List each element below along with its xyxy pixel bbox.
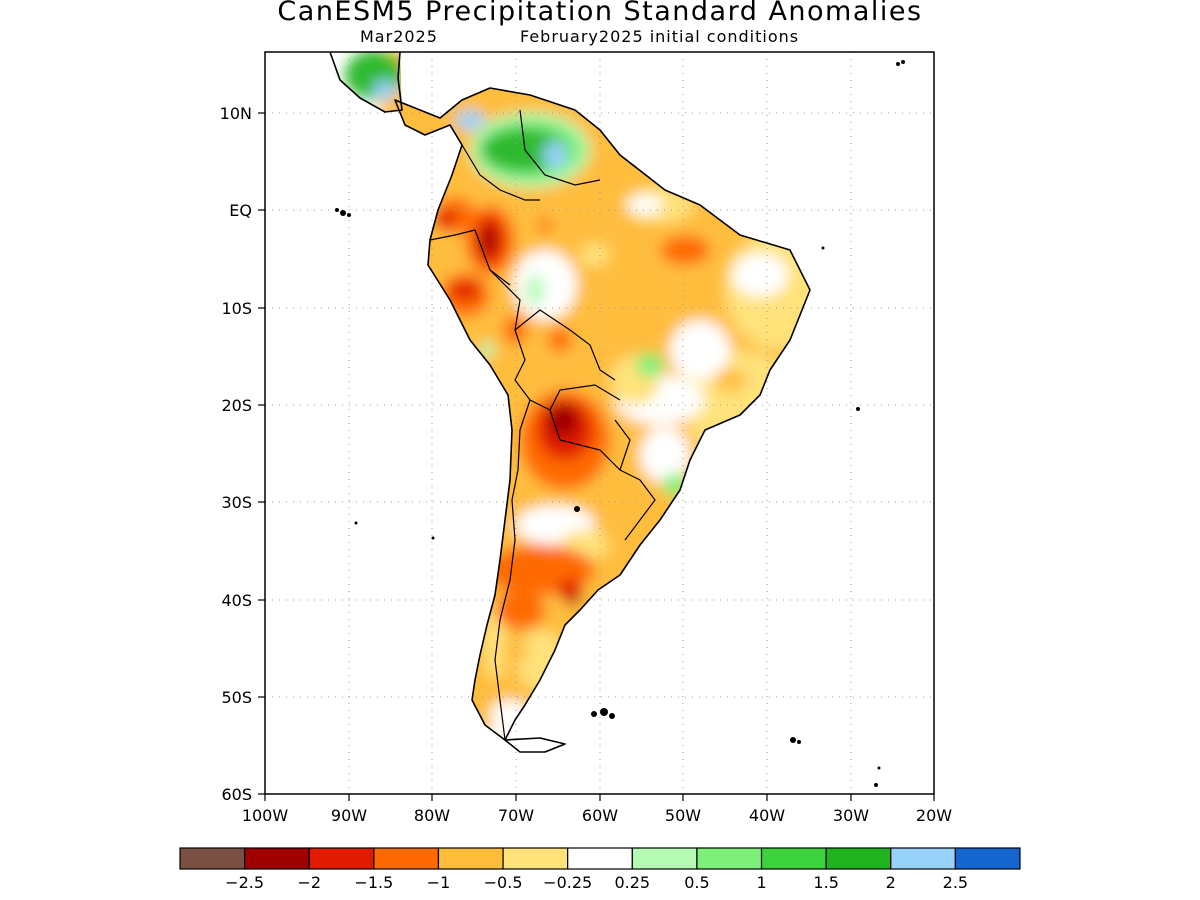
init-conditions-label: February2025 initial conditions bbox=[520, 27, 800, 46]
colorbar-swatch bbox=[244, 847, 310, 870]
colorbar-label: −1.5 bbox=[354, 873, 393, 892]
coastlines bbox=[329, 52, 811, 753]
colorbar-label: 1.5 bbox=[813, 873, 838, 892]
x-tick-label: 80W bbox=[414, 806, 450, 825]
colorbar-label: −0.5 bbox=[484, 873, 523, 892]
colorbar-swatch bbox=[760, 847, 827, 870]
y-axis-labels: 10N EQ 10S 20S 30S 40S 50S 60S bbox=[220, 104, 252, 804]
x-tick-label: 90W bbox=[331, 806, 367, 825]
x-tick-label: 70W bbox=[498, 806, 534, 825]
colorbar-label: −0.25 bbox=[543, 873, 592, 892]
colorbar-label: 0.5 bbox=[684, 873, 709, 892]
islands bbox=[335, 60, 905, 787]
y-tick-label: 40S bbox=[221, 591, 252, 610]
x-tick-label: 60W bbox=[582, 806, 618, 825]
axis-tick-marks bbox=[258, 112, 935, 801]
anomaly-shading bbox=[345, 52, 810, 740]
colorbar-label: 1 bbox=[756, 873, 766, 892]
colorbar-label: −2.5 bbox=[225, 873, 264, 892]
country-borders bbox=[429, 109, 656, 740]
colorbar-label: 2 bbox=[886, 873, 896, 892]
gridlines bbox=[265, 52, 934, 794]
valid-month-label: Mar2025 bbox=[360, 27, 438, 46]
x-tick-label: 30W bbox=[833, 806, 869, 825]
x-tick-label: 100W bbox=[242, 806, 289, 825]
colorbar-swatch bbox=[825, 847, 892, 870]
colorbar-swatch bbox=[373, 847, 440, 870]
y-tick-label: 50S bbox=[221, 688, 252, 707]
x-axis-labels: 100W 90W 80W 70W 60W 50W 40W 30W 20W bbox=[242, 806, 952, 825]
colorbar-swatch bbox=[179, 847, 246, 870]
y-tick-label: EQ bbox=[229, 201, 252, 220]
colorbar bbox=[179, 847, 1021, 870]
x-tick-label: 50W bbox=[665, 806, 701, 825]
colorbar-label: 0.25 bbox=[614, 873, 650, 892]
x-tick-label: 20W bbox=[916, 806, 952, 825]
y-tick-label: 30S bbox=[221, 493, 252, 512]
colorbar-swatch bbox=[567, 847, 633, 870]
x-tick-label: 40W bbox=[749, 806, 785, 825]
colorbar-swatch bbox=[954, 847, 1021, 870]
colorbar-swatch bbox=[890, 847, 956, 870]
y-tick-label: 20S bbox=[221, 396, 252, 415]
colorbar-swatch bbox=[502, 847, 569, 870]
colorbar-labels: −2.5 −2 −1.5 −1 −0.5 −0.25 0.25 0.5 1 1.5 2 2.5 bbox=[225, 873, 968, 892]
colorbar-label: −2 bbox=[297, 873, 321, 892]
colorbar-label: −1 bbox=[427, 873, 451, 892]
y-tick-label: 10S bbox=[221, 299, 252, 318]
colorbar-swatch bbox=[696, 847, 763, 870]
y-tick-label: 60S bbox=[221, 785, 252, 804]
colorbar-swatch bbox=[631, 847, 698, 870]
map-title: CanESM5 Precipitation Standard Anomalies bbox=[277, 0, 923, 27]
colorbar-label: 2.5 bbox=[943, 873, 968, 892]
colorbar-swatch bbox=[308, 847, 375, 870]
y-tick-label: 10N bbox=[220, 104, 252, 123]
colorbar-swatch bbox=[437, 847, 504, 870]
